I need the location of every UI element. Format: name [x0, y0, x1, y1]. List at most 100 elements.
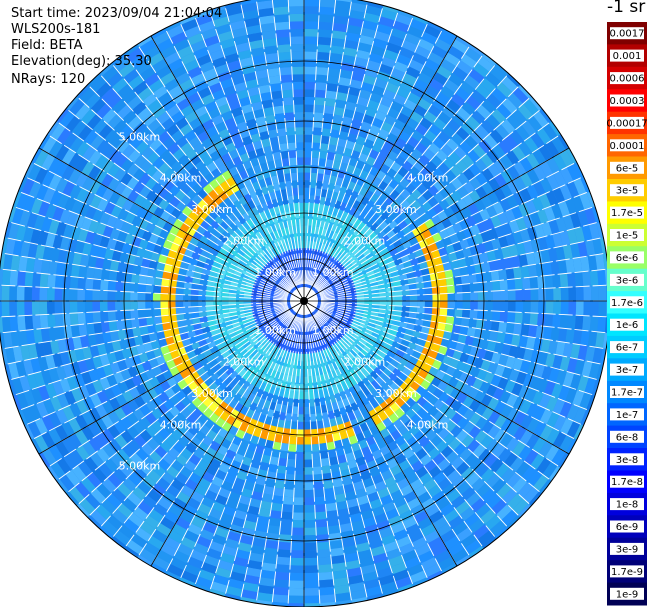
radar-gate	[183, 288, 192, 295]
radar-gate	[314, 195, 321, 204]
radar-gate	[232, 255, 241, 264]
radar-gate	[254, 222, 263, 232]
radar-gate	[258, 84, 271, 94]
radar-gate	[108, 320, 118, 332]
radar-gate	[101, 87, 117, 104]
radar-gate	[1, 301, 10, 317]
radar-gate	[255, 116, 267, 126]
radar-gate	[319, 586, 335, 596]
radar-gate	[267, 289, 276, 294]
radar-gate	[156, 330, 166, 341]
radar-gate	[158, 162, 171, 175]
radar-gate	[274, 159, 283, 168]
radar-gate	[78, 265, 88, 278]
radar-gate	[345, 101, 357, 112]
radar-gate	[373, 251, 383, 260]
radar-gate	[244, 17, 261, 28]
radar-gate	[472, 144, 487, 159]
radar-gate	[2, 269, 11, 286]
radar-gate	[225, 92, 239, 104]
radar-gate	[340, 291, 349, 296]
radar-gate	[469, 176, 482, 190]
radar-gate	[309, 195, 316, 204]
radar-gate	[260, 22, 276, 33]
radar-gate	[459, 140, 473, 155]
radar-gate	[289, 210, 296, 219]
radar-gate	[132, 80, 149, 96]
radar-gate	[89, 244, 100, 257]
radar-gate	[557, 134, 569, 150]
radar-gate	[415, 142, 428, 155]
radar-gate	[145, 164, 158, 178]
radar-gate	[129, 135, 144, 150]
radar-gate	[26, 212, 38, 229]
radar-gate	[300, 232, 304, 241]
radar-gate	[198, 311, 207, 318]
radar-gate	[459, 238, 470, 250]
radar-gate	[402, 124, 416, 137]
radar-gate	[55, 144, 70, 161]
radar-gate	[47, 121, 60, 137]
radar-gate	[64, 196, 77, 212]
radar-gate	[233, 114, 246, 125]
radar-gate	[180, 141, 193, 155]
radar-gate	[357, 128, 370, 139]
radar-gate	[131, 235, 142, 248]
radar-gate	[272, 495, 284, 504]
radar-gate	[54, 301, 63, 314]
radar-gate	[197, 86, 212, 99]
radar-gate	[247, 86, 260, 97]
radar-gate	[290, 172, 298, 181]
radar-gate	[146, 151, 160, 165]
radar-gate	[265, 52, 279, 63]
radar-gate	[304, 406, 310, 415]
radar-gate	[292, 74, 304, 83]
radar-gate	[130, 309, 139, 320]
radar-gate	[304, 391, 310, 400]
radar-gate	[235, 301, 244, 305]
radar-gate	[355, 103, 368, 115]
radar-gate	[312, 210, 319, 219]
radar-gate	[432, 232, 443, 243]
radar-gate	[34, 167, 49, 184]
ray-separator	[303, 161, 577, 302]
radar-gate	[359, 256, 368, 264]
radar-gate	[299, 384, 304, 392]
radar-gate	[68, 152, 83, 169]
radar-gate	[377, 128, 390, 140]
radar-gate	[284, 112, 295, 121]
radar-gate	[117, 329, 127, 341]
radar-gate	[217, 30, 234, 43]
radar-gate	[311, 256, 316, 265]
radar-gate	[146, 276, 155, 286]
radar-gate	[130, 291, 138, 301]
radar-gate	[453, 146, 467, 160]
radar-gate	[483, 320, 492, 331]
radar-gate	[283, 173, 292, 182]
radar-gate	[191, 283, 200, 290]
radar-gate	[183, 282, 192, 290]
radar-gate	[106, 93, 122, 109]
radar-gate	[505, 233, 516, 247]
radar-gate	[285, 242, 291, 251]
radar-gate	[320, 269, 327, 277]
radar-gate	[423, 110, 438, 124]
radar-gate	[190, 39, 207, 53]
radar-gate	[207, 199, 218, 211]
radar-gate	[344, 239, 352, 249]
radar-gate	[242, 159, 253, 170]
radar-gate	[54, 313, 64, 327]
radar-gate	[218, 103, 231, 115]
radar-gate	[328, 247, 335, 256]
radar-gate	[329, 280, 337, 286]
radar-gate	[240, 0, 257, 6]
radar-gate	[228, 301, 237, 305]
radar-gate	[247, 150, 258, 160]
radar-gate	[180, 104, 195, 118]
radar-gate	[198, 306, 207, 312]
radar-gate	[242, 202, 252, 213]
radar-gate	[31, 148, 43, 164]
radar-gate	[17, 315, 26, 331]
radar-gate	[382, 89, 397, 101]
radar-gate	[575, 286, 584, 301]
